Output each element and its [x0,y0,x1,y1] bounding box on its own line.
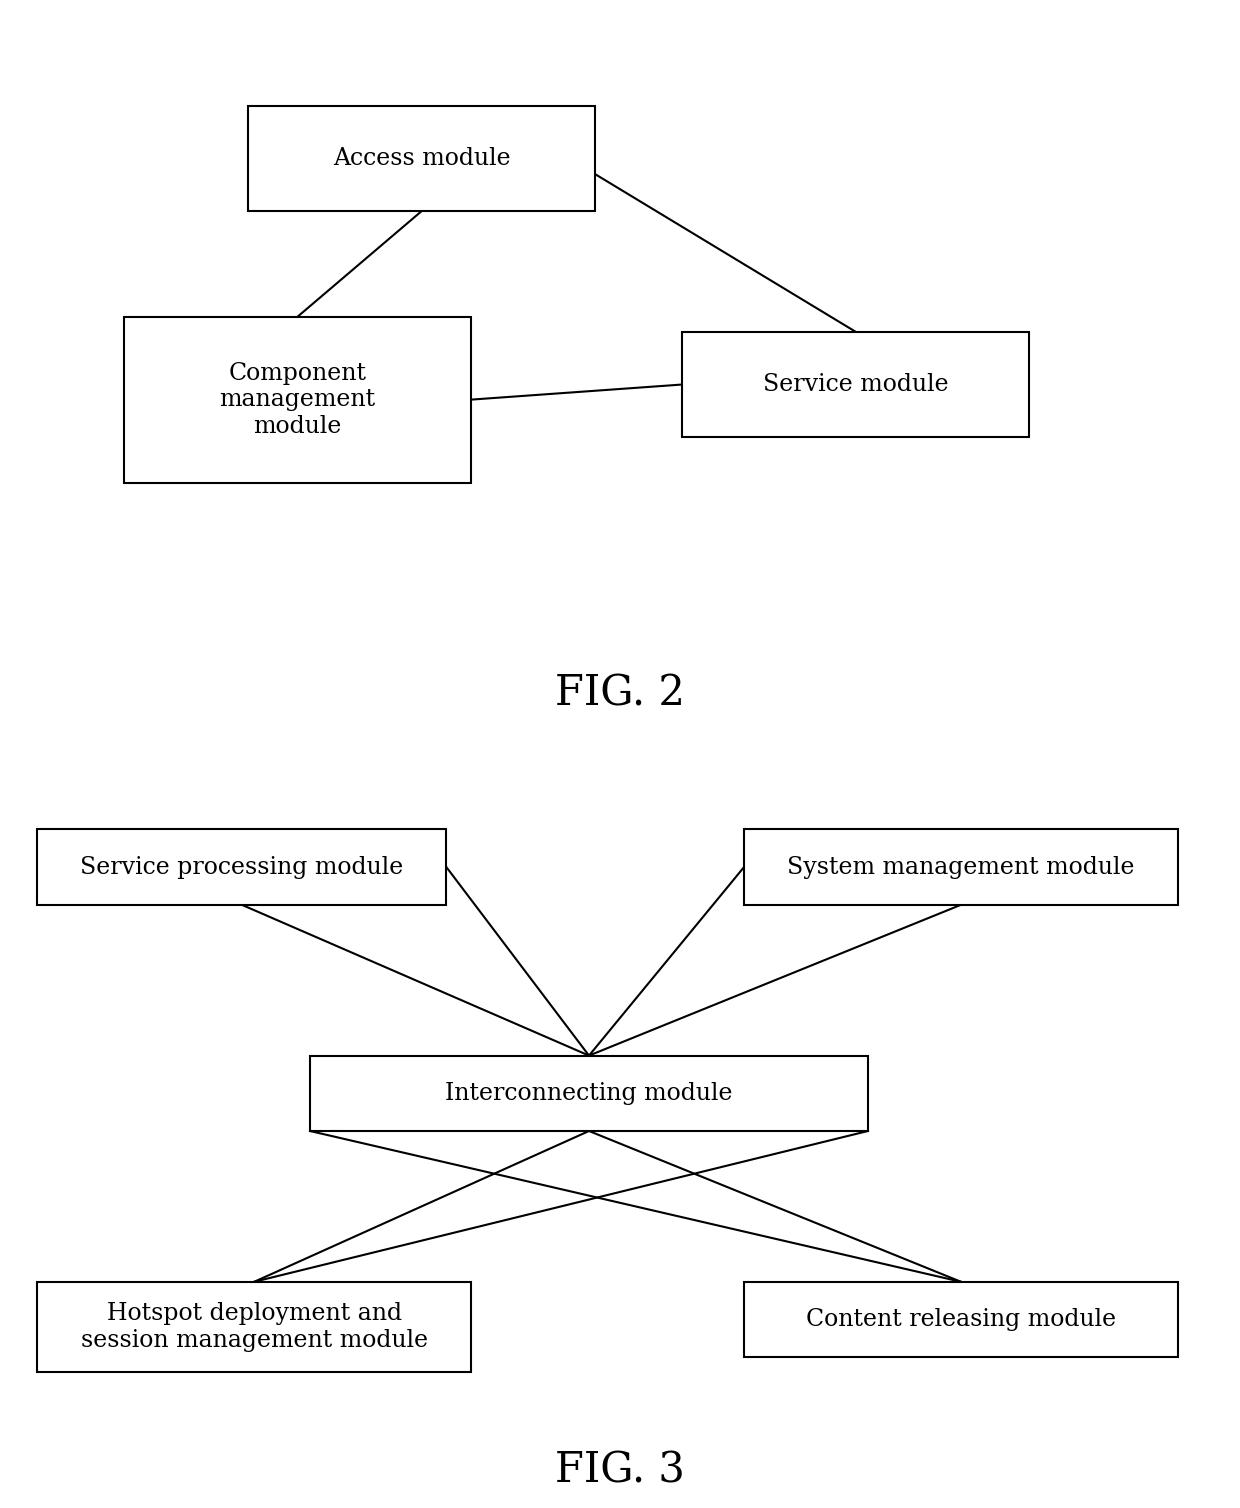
FancyBboxPatch shape [248,106,595,211]
FancyBboxPatch shape [37,1282,471,1372]
Text: Component
management
module: Component management module [219,362,376,437]
FancyBboxPatch shape [744,1282,1178,1357]
Text: Access module: Access module [332,146,511,170]
Text: Interconnecting module: Interconnecting module [445,1081,733,1105]
Text: FIG. 2: FIG. 2 [556,673,684,715]
Text: Service processing module: Service processing module [81,855,403,879]
FancyBboxPatch shape [124,317,471,483]
Text: Content releasing module: Content releasing module [806,1307,1116,1332]
FancyBboxPatch shape [744,829,1178,905]
FancyBboxPatch shape [37,829,446,905]
FancyBboxPatch shape [682,332,1029,437]
Text: Hotspot deployment and
session management module: Hotspot deployment and session managemen… [81,1303,428,1351]
FancyBboxPatch shape [310,1056,868,1131]
Text: FIG. 3: FIG. 3 [556,1449,684,1491]
Text: System management module: System management module [787,855,1135,879]
Text: Service module: Service module [763,372,949,397]
